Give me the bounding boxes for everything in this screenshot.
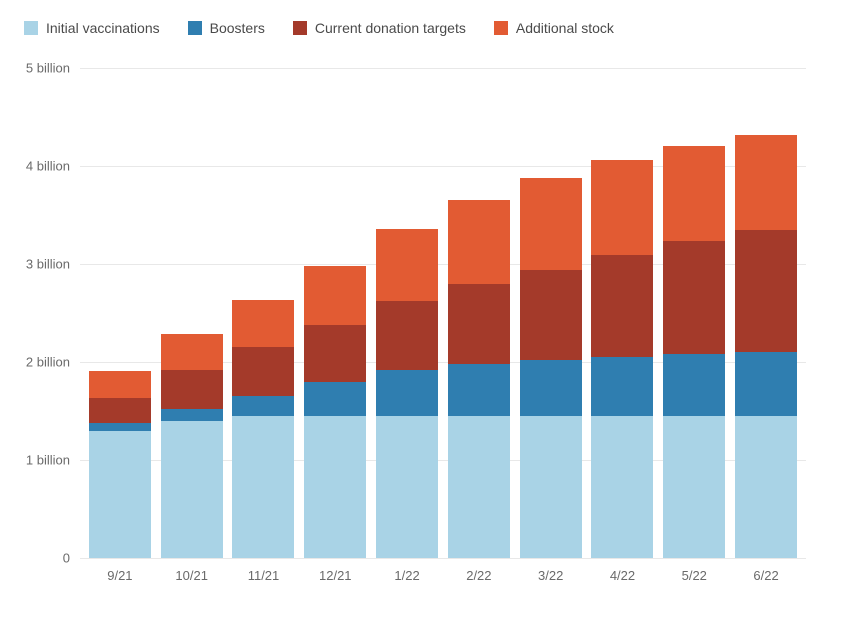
x-axis-label: 10/21 [175,558,208,583]
bar-segment-boosters [448,364,510,416]
bar-segment-targets [448,284,510,364]
y-axis-label: 3 billion [26,257,80,272]
bar-segment-initial [89,431,151,558]
bar-segment-targets [89,398,151,423]
bar-segment-targets [735,230,797,353]
bar-segment-boosters [376,370,438,416]
bar-column: 2/22 [448,68,510,558]
legend-swatch [293,21,307,35]
bar-segment-stock [161,334,223,370]
bar-segment-boosters [520,360,582,416]
legend-swatch [494,21,508,35]
y-axis-label: 0 [63,551,80,566]
bar-column: 1/22 [376,68,438,558]
legend-swatch [188,21,202,35]
bar-segment-initial [520,416,582,558]
bar-segment-targets [304,325,366,382]
bar-segment-stock [735,135,797,230]
legend-item: Initial vaccinations [24,20,160,36]
legend-label: Initial vaccinations [46,20,160,36]
y-axis-label: 5 billion [26,61,80,76]
bar-segment-initial [232,416,294,558]
bar-segment-stock [591,160,653,255]
bar-segment-stock [89,371,151,398]
x-axis-label: 4/22 [610,558,635,583]
x-axis-label: 1/22 [394,558,419,583]
bar-segment-stock [376,229,438,302]
bar-segment-initial [376,416,438,558]
x-axis-label: 11/21 [248,558,280,583]
x-axis-label: 12/21 [319,558,352,583]
bar-segment-boosters [591,357,653,416]
bar-column: 9/21 [89,68,151,558]
legend-item: Boosters [188,20,265,36]
bar-segment-stock [448,200,510,283]
bar-segment-stock [232,300,294,347]
bar-column: 6/22 [735,68,797,558]
legend: Initial vaccinations Boosters Current dona… [24,20,816,36]
legend-label: Additional stock [516,20,614,36]
bar-segment-initial [663,416,725,558]
bar-column: 3/22 [520,68,582,558]
bar-segment-targets [663,241,725,354]
bar-segment-boosters [161,409,223,421]
y-axis-label: 1 billion [26,453,80,468]
bar-column: 4/22 [591,68,653,558]
bar-segment-boosters [735,352,797,416]
bar-segment-boosters [232,396,294,416]
bar-segment-targets [232,347,294,396]
bar-column: 10/21 [161,68,223,558]
bar-segment-targets [376,301,438,370]
bar-segment-targets [591,255,653,357]
bar-segment-initial [591,416,653,558]
bar-segment-initial [735,416,797,558]
bar-column: 5/22 [663,68,725,558]
bar-segment-boosters [304,382,366,416]
bar-segment-stock [304,266,366,325]
y-axis-label: 4 billion [26,159,80,174]
legend-item: Additional stock [494,20,614,36]
y-axis-label: 2 billion [26,355,80,370]
x-axis-label: 3/22 [538,558,563,583]
legend-item: Current donation targets [293,20,466,36]
plot-area: 01 billion2 billion3 billion4 billion5 b… [80,68,806,558]
bar-segment-stock [663,146,725,241]
legend-swatch [24,21,38,35]
stacked-bar-chart: Initial vaccinations Boosters Current dona… [0,0,846,634]
bar-segment-initial [161,421,223,558]
x-axis-label: 2/22 [466,558,491,583]
bar-column: 12/21 [304,68,366,558]
bar-segment-boosters [89,423,151,431]
bar-segment-targets [161,370,223,409]
bar-column: 11/21 [232,68,294,558]
x-axis-label: 5/22 [682,558,707,583]
bar-segment-targets [520,270,582,360]
x-axis-label: 9/21 [107,558,132,583]
x-axis-label: 6/22 [753,558,778,583]
bar-segment-boosters [663,354,725,416]
bar-segment-initial [448,416,510,558]
bar-segment-stock [520,178,582,270]
legend-label: Current donation targets [315,20,466,36]
legend-label: Boosters [210,20,265,36]
bar-segment-initial [304,416,366,558]
